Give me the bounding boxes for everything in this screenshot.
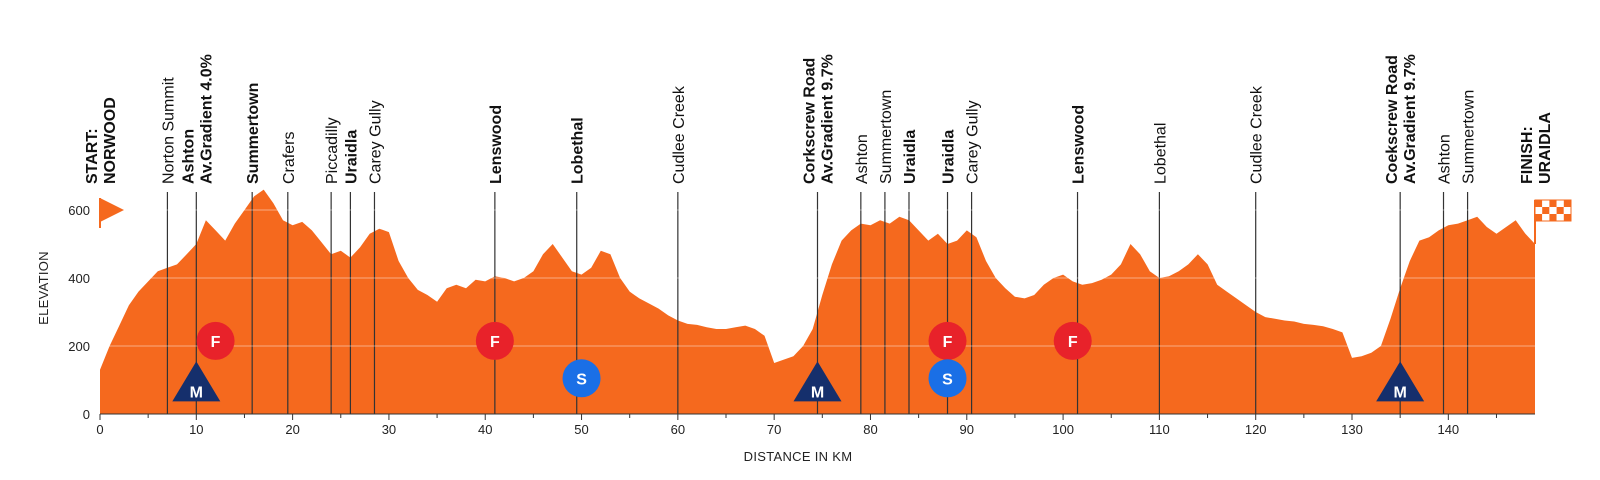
waypoint-label: Lenswood xyxy=(1071,105,1088,184)
feed-marker-icon xyxy=(562,359,601,398)
y-tick-label: 400 xyxy=(68,271,90,286)
sprint-marker-label: F xyxy=(943,334,953,351)
start-finish-flags xyxy=(99,198,1572,244)
sprint-marker-icon xyxy=(196,321,235,360)
waypoint-label: Crafers xyxy=(281,132,298,184)
x-axis-title: DISTANCE IN KM xyxy=(744,449,853,464)
waypoint-label: URAIDLA xyxy=(1537,112,1554,184)
waypoint-label: Lobethal xyxy=(570,117,587,184)
waypoint-label: Ashton xyxy=(854,134,871,184)
finish-flag-cell xyxy=(1542,207,1550,214)
climb-marker-icon xyxy=(1376,361,1425,402)
waypoint-label: Uraidla xyxy=(902,130,919,184)
waypoint-label: Ashton xyxy=(180,129,197,184)
climb-marker-label: M xyxy=(1394,384,1407,401)
waypoint-label: Summertown xyxy=(878,90,895,184)
finish-flag-cell xyxy=(1563,207,1571,214)
x-tick-label: 20 xyxy=(285,422,299,437)
x-tick-label: 80 xyxy=(863,422,877,437)
waypoint-label: Av.Gradient 4.0% xyxy=(198,54,215,184)
climb-marker-label: M xyxy=(811,384,824,401)
x-tick-label: 40 xyxy=(478,422,492,437)
waypoint-label: Carey Gully xyxy=(965,100,982,184)
y-axis-title: ELEVATION xyxy=(36,251,51,325)
start-flag-icon xyxy=(100,198,124,222)
y-tick-label: 600 xyxy=(68,203,90,218)
waypoint-label: Cudlee Creek xyxy=(1249,85,1266,184)
x-tick-label: 130 xyxy=(1341,422,1363,437)
waypoint-label: Uraidla xyxy=(343,130,360,184)
waypoint-label: Summertown xyxy=(1461,90,1478,184)
finish-flag-cell xyxy=(1556,214,1564,221)
sprint-marker-icon xyxy=(475,321,514,360)
waypoint-label: FINISH: xyxy=(1519,126,1536,184)
finish-flag-cell xyxy=(1535,207,1543,214)
finish-flag-icon xyxy=(1534,199,1572,222)
finish-flag-cell xyxy=(1549,214,1557,221)
waypoint-label: Lobethal xyxy=(1152,123,1169,184)
waypoint-label: Coekscrew Road xyxy=(1384,55,1401,184)
x-tick-label: 0 xyxy=(96,422,103,437)
waypoint-lines xyxy=(166,192,1469,414)
waypoint-label: Piccadilly xyxy=(324,117,341,184)
waypoint-label: Cudlee Creek xyxy=(671,85,688,184)
waypoint-label: Ashton xyxy=(1437,134,1454,184)
feed-marker-label: S xyxy=(576,371,587,388)
elevation-area xyxy=(100,189,1535,414)
finish-flag-cell xyxy=(1549,200,1557,207)
x-tick-label: 30 xyxy=(382,422,396,437)
finish-flag-cell xyxy=(1556,200,1564,207)
x-tick-label: 140 xyxy=(1437,422,1459,437)
sprint-marker-label: F xyxy=(490,334,500,351)
waypoint-label: Carey Gully xyxy=(368,100,385,184)
waypoint-label: NORWOOD xyxy=(102,97,119,184)
x-tick-label: 90 xyxy=(960,422,974,437)
elevation-profile xyxy=(100,189,1535,414)
waypoint-label: Corkscrew Road xyxy=(802,58,819,184)
climb-marker-label: M xyxy=(190,384,203,401)
waypoint-label: Lenswood xyxy=(488,105,505,184)
waypoint-label: Norton Summit xyxy=(160,77,177,184)
x-tick-label: 110 xyxy=(1149,422,1170,437)
route-markers: M F F S M F S F M xyxy=(172,321,1425,402)
axes: 0 10 20 30 40 50 60 70 80 90 100 110 120 130 140 0 200 40… xyxy=(68,203,1535,437)
finish-flag-cell xyxy=(1542,200,1550,207)
finish-flag-cell xyxy=(1535,200,1543,207)
sprint-marker-icon xyxy=(928,321,967,360)
x-tick-label: 100 xyxy=(1052,422,1074,437)
waypoint-label: Summertown xyxy=(245,83,262,184)
finish-flag-cell xyxy=(1563,200,1571,207)
sprint-marker-label: F xyxy=(211,334,221,351)
finish-flag-cell xyxy=(1542,214,1550,221)
finish-flag-cell xyxy=(1549,207,1557,214)
grid-overlay xyxy=(100,209,1535,347)
sprint-marker-icon xyxy=(1053,321,1092,360)
y-tick-label: 200 xyxy=(68,339,90,354)
finish-flag-cell xyxy=(1563,214,1571,221)
waypoint-label: Av.Gradient 9.7% xyxy=(820,54,837,184)
climb-marker-icon xyxy=(172,361,221,402)
x-tick-label: 50 xyxy=(574,422,588,437)
y-tick-label: 0 xyxy=(83,407,90,422)
sprint-marker-label: F xyxy=(1068,334,1078,351)
x-tick-label: 10 xyxy=(189,422,203,437)
finish-flag-cell xyxy=(1556,207,1564,214)
waypoint-label: Av.Gradient 9.7% xyxy=(1402,54,1419,184)
x-tick-label: 120 xyxy=(1245,422,1267,437)
waypoint-label: Uraidla xyxy=(941,130,958,184)
waypoint-label: START: xyxy=(84,128,101,184)
waypoint-labels: START: NORWOOD Norton Summit Ashton Av.Gradi… xyxy=(84,54,1554,184)
feed-marker-icon xyxy=(928,359,967,398)
climb-marker-icon xyxy=(793,361,842,402)
x-tick-label: 60 xyxy=(671,422,685,437)
feed-marker-label: S xyxy=(942,371,953,388)
finish-flag-cell xyxy=(1535,214,1543,221)
x-tick-label: 70 xyxy=(767,422,781,437)
